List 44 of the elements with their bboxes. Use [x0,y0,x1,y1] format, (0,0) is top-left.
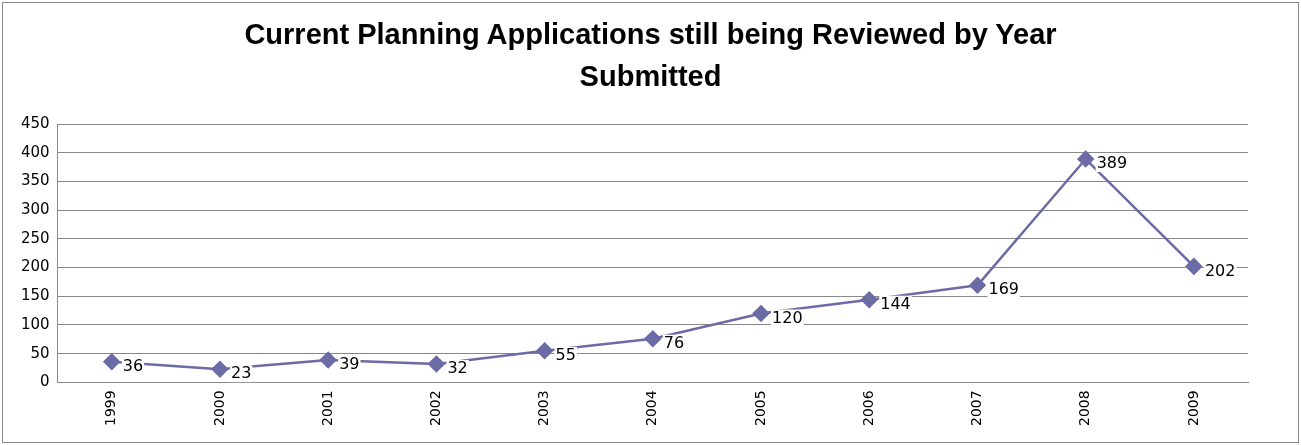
point [969,277,986,294]
x-tick-label: 2007 [968,390,985,427]
point [644,330,662,347]
data-label: 39 [339,354,360,374]
x-tick-label: 2009 [1184,390,1201,427]
y-tick-label: 100 [20,314,50,333]
y-tick-label: 150 [20,286,50,305]
data-label: 169 [988,279,1020,299]
data-label: 120 [772,307,803,327]
x-tick-label: 2006 [859,390,876,427]
x-tick-label: 1999 [102,390,119,427]
data-label: 144 [880,293,911,313]
point [319,351,337,369]
point [861,291,878,308]
x-tick-label: 2001 [318,390,335,427]
chart-title: Current Planning Applications still being Reviewed by Year Submitted [243,17,1058,94]
y-tick-label: 0 [40,372,50,391]
y-tick-label: 250 [20,228,50,247]
x-tick-label: 2004 [643,390,660,427]
x-tick-label: 2003 [535,390,552,427]
point [1077,150,1094,168]
data-label: 389 [1096,153,1128,173]
data-label: 32 [447,358,468,378]
x-tick-label: 2000 [210,390,227,427]
point [428,355,445,373]
data-label: 202 [1204,260,1236,280]
y-tick-label: 350 [20,171,50,190]
x-tick-label: 2005 [751,390,768,427]
point [1185,258,1203,275]
data-label: 76 [663,332,685,352]
y-tick-label: 300 [20,200,50,219]
point [103,353,120,370]
data-label: 36 [122,355,144,375]
y-tick-label: 200 [20,257,50,276]
point [536,342,553,360]
data-label: 23 [230,363,252,383]
y-tick-label: 400 [20,142,50,161]
x-tick-label: 2008 [1076,390,1093,427]
point [211,360,229,378]
point [752,305,770,322]
y-tick-label: 450 [20,113,50,132]
y-tick-label: 50 [30,343,50,362]
x-tick-label: 2002 [427,390,444,427]
data-label: 55 [555,344,576,364]
